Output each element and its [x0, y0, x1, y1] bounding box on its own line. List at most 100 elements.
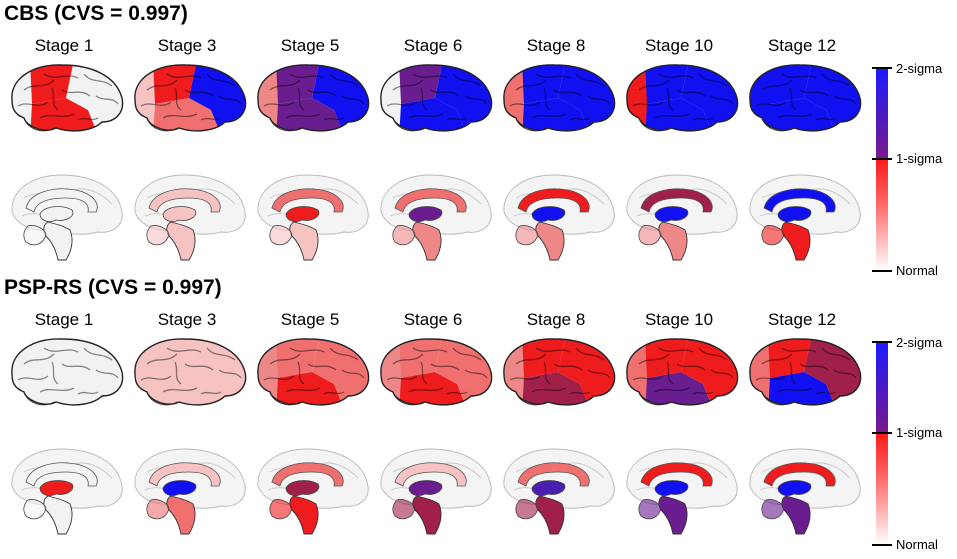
medial-view	[127, 442, 249, 543]
medial-brain	[257, 448, 369, 535]
medial-brain	[749, 174, 861, 261]
subcortical-region	[408, 206, 443, 222]
stage-label: Stage 1	[34, 36, 94, 55]
stage-label: Stage 6	[403, 310, 463, 329]
parietal-region	[522, 338, 566, 378]
subcortical-region	[654, 206, 689, 222]
subcortical-region	[531, 206, 566, 222]
lateral-view	[4, 334, 126, 419]
subcortical-region	[777, 206, 812, 222]
parietal-region	[30, 64, 74, 104]
stage-label: Stage 1	[34, 310, 94, 329]
lateral-brain	[134, 338, 247, 406]
medial-view	[4, 168, 126, 269]
cingulate-region	[640, 188, 713, 213]
medial-brain	[380, 174, 492, 261]
medial-view	[742, 442, 864, 543]
parietal-region	[30, 338, 74, 378]
lateral-brain	[134, 64, 247, 132]
stage-label: Stage 3	[157, 36, 217, 55]
occipital-region	[134, 338, 157, 405]
lateral-view	[127, 60, 249, 145]
medial-view	[619, 442, 741, 543]
parietal-region	[645, 64, 689, 104]
medial-brain	[749, 448, 861, 535]
lateral-brain	[503, 64, 616, 132]
stage-label: Stage 5	[280, 310, 340, 329]
subcortical-region	[162, 480, 197, 496]
cingulate-region	[763, 462, 836, 487]
lateral-brain	[257, 338, 370, 406]
lateral-brain	[11, 338, 124, 406]
medial-view	[496, 168, 618, 269]
cingulate-region	[517, 188, 590, 213]
stage-label: Stage 3	[157, 310, 217, 329]
lateral-view	[127, 334, 249, 419]
colorbar-tick	[872, 67, 892, 69]
cerebellum-region	[146, 499, 170, 520]
colorbar-label-bottom: Normal	[896, 537, 938, 552]
medial-view	[373, 168, 495, 269]
subcortical-region	[531, 480, 566, 496]
medial-brain	[134, 448, 246, 535]
stage-label: Stage 12	[767, 310, 837, 329]
medial-brain	[626, 174, 738, 261]
occipital-region	[380, 64, 403, 131]
lateral-brain	[380, 338, 493, 406]
medial-view	[250, 442, 372, 543]
colorbar-tick	[872, 158, 892, 160]
medial-view	[742, 168, 864, 269]
occipital-region	[11, 338, 34, 405]
medial-brain	[503, 448, 615, 535]
stage-label: Stage 12	[767, 36, 837, 55]
lateral-view	[496, 334, 618, 419]
cingulate-region	[25, 188, 98, 213]
cerebellum-region	[23, 225, 47, 246]
lateral-brain	[749, 64, 862, 132]
subcortical-region	[162, 206, 197, 222]
colorbar-label-top: 2-sigma	[896, 335, 943, 350]
medial-brain	[11, 448, 123, 535]
stage-label: Stage 5	[280, 36, 340, 55]
lateral-view	[373, 60, 495, 145]
parietal-region	[153, 338, 197, 378]
medial-brain	[503, 174, 615, 261]
medial-brain	[11, 174, 123, 261]
occipital-region	[257, 338, 280, 405]
lateral-view	[619, 334, 741, 419]
colorbar	[876, 342, 888, 545]
colorbar-label-mid: 1-sigma	[896, 151, 943, 166]
parietal-region	[153, 64, 197, 104]
lateral-brain	[11, 64, 124, 132]
colorbar-tick	[872, 341, 892, 343]
lateral-view	[250, 60, 372, 145]
cerebellum-region	[515, 499, 539, 520]
cingulate-region	[271, 462, 344, 487]
cerebellum-region	[392, 499, 416, 520]
occipital-region	[380, 338, 403, 405]
subcortical-region	[39, 480, 74, 496]
subcortical-region	[777, 480, 812, 496]
lateral-view	[373, 334, 495, 419]
cerebellum-region	[761, 225, 785, 246]
stage-label: Stage 8	[526, 36, 586, 55]
cerebellum-region	[23, 499, 47, 520]
lateral-brain	[626, 338, 739, 406]
medial-brain	[380, 448, 492, 535]
lateral-brain	[380, 64, 493, 132]
lateral-view	[742, 60, 864, 145]
parietal-region	[399, 338, 443, 378]
occipital-region	[626, 64, 649, 131]
cerebellum-region	[269, 225, 293, 246]
panel-title: CBS (CVS = 0.997)	[4, 2, 188, 25]
medial-view	[127, 168, 249, 269]
lateral-view	[250, 334, 372, 419]
lateral-brain	[749, 338, 862, 406]
colorbar-tick	[872, 544, 892, 546]
cingulate-region	[25, 462, 98, 487]
colorbar-tick	[872, 270, 892, 272]
medial-view	[4, 442, 126, 543]
medial-brain	[134, 174, 246, 261]
lateral-view	[496, 60, 618, 145]
parietal-region	[645, 338, 689, 378]
